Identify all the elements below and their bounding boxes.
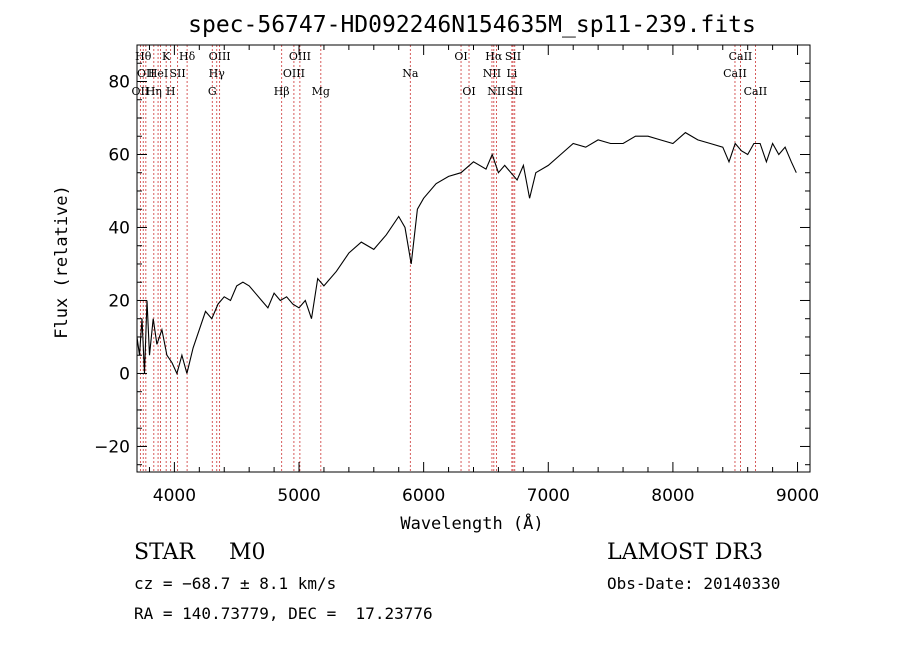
x-tick-label: 7000 [527, 486, 570, 506]
x-tick-label: 6000 [402, 486, 445, 506]
emission-line-markers [139, 45, 756, 472]
marker-label: NII [483, 67, 501, 80]
y-tick-label: 40 [108, 218, 130, 238]
sky-coordinates: RA = 140.73779, DEC = 17.23776 [134, 604, 433, 623]
marker-label: H [166, 85, 176, 98]
y-tick-label: 0 [119, 364, 130, 384]
marker-label: OIII [289, 50, 311, 63]
marker-label: HeI [148, 67, 168, 80]
marker-label: Hβ [274, 85, 290, 98]
classification: STAR M0 [134, 540, 266, 565]
chart-title: spec-56747-HD092246N154635M_sp11-239.fit… [188, 12, 756, 38]
emission-line-labels: OIIHθOIIHηHeIKHSIIHδGHγOIIIHβOIIIOIIIMgN… [132, 50, 768, 98]
x-tick-label: 8000 [651, 486, 694, 506]
y-tick-label: 20 [108, 291, 130, 311]
y-tick-label: −20 [94, 437, 130, 457]
marker-label: Li [506, 67, 517, 80]
marker-label: OIII [209, 50, 231, 63]
x-axis: 4000 5000 6000 7000 8000 9000 [148, 45, 819, 506]
marker-label: Hγ [209, 67, 226, 80]
x-tick-label: 9000 [776, 486, 819, 506]
marker-label: Hη [146, 85, 162, 98]
marker-label: SII [170, 67, 186, 80]
marker-label: SII [507, 85, 523, 98]
marker-label: OIII [283, 67, 305, 80]
marker-label: Hθ [135, 50, 152, 63]
observation-date: Obs-Date: 20140330 [607, 574, 781, 593]
y-axis: −20 0 20 40 60 80 [94, 44, 810, 466]
marker-label: OI [454, 50, 467, 63]
marker-label: OI [462, 85, 475, 98]
y-tick-label: 60 [108, 145, 130, 165]
marker-label: CaII [723, 67, 747, 80]
marker-label: Hα [485, 50, 503, 63]
marker-label: K [162, 50, 171, 63]
marker-label: NII [487, 85, 505, 98]
marker-label: OII [132, 85, 150, 98]
marker-label: G [208, 85, 217, 98]
y-axis-label: Flux (relative) [52, 185, 72, 339]
object-class: STAR [134, 540, 195, 565]
marker-label: CaII [729, 50, 753, 63]
marker-label: OII [137, 67, 155, 80]
marker-label: Mg [312, 85, 330, 98]
y-tick-label: 80 [108, 72, 130, 92]
marker-label: Na [402, 67, 419, 80]
marker-label: SII [505, 50, 521, 63]
spectrum-line [136, 131, 797, 376]
radial-velocity: cz = −68.7 ± 8.1 km/s [134, 574, 337, 593]
x-tick-label: 5000 [277, 486, 320, 506]
plot-frame [136, 44, 811, 473]
x-axis-label: Wavelength (Å) [400, 512, 543, 534]
x-tick-label: 4000 [153, 486, 196, 506]
marker-label: CaII [744, 85, 768, 98]
survey-name: LAMOST DR3 [607, 540, 763, 565]
spectral-subclass: M0 [229, 540, 266, 565]
marker-label: Hδ [179, 50, 196, 63]
